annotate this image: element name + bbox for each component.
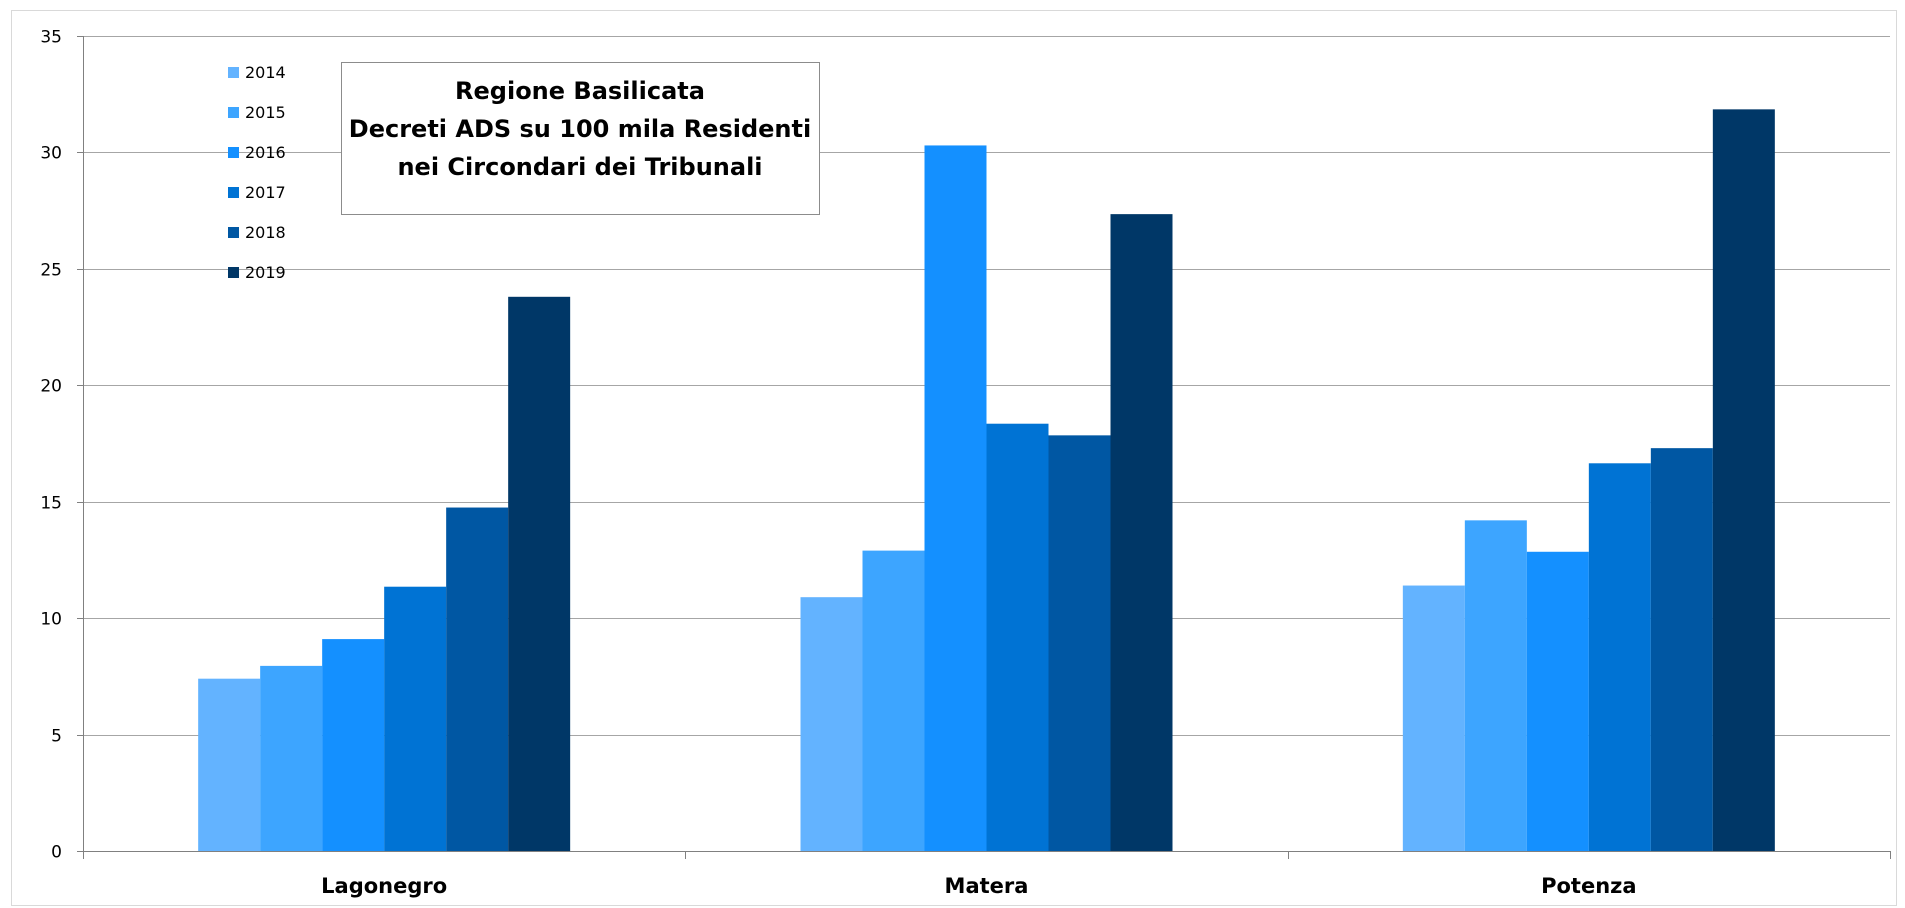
- legend-swatch: [228, 107, 239, 118]
- legend-swatch: [228, 147, 239, 158]
- y-tick-label: 0: [51, 843, 62, 863]
- legend-swatch: [228, 227, 239, 238]
- bar-2014-lagonegro: [198, 678, 261, 851]
- legend-label: 2014: [245, 63, 286, 82]
- bar-2015-matera: [862, 550, 925, 851]
- bar-2016-matera: [924, 145, 987, 851]
- title-box: [341, 62, 820, 215]
- legend-label: 2018: [245, 223, 286, 242]
- legend-label: 2017: [245, 183, 286, 202]
- bar-2019-matera: [1110, 214, 1173, 851]
- legend-swatch: [228, 67, 239, 78]
- legend-label: 2016: [245, 143, 286, 162]
- y-tick-label: 10: [40, 610, 62, 630]
- legend-label: 2019: [245, 263, 286, 282]
- legend-swatch: [228, 267, 239, 278]
- bar-2019-potenza: [1712, 109, 1775, 852]
- legend-swatch: [228, 187, 239, 198]
- chart-title-line: Decreti ADS su 100 mila Residenti: [349, 115, 811, 143]
- y-tick-label: 5: [51, 727, 62, 747]
- bar-2019-lagonegro: [508, 296, 571, 851]
- y-tick-label: 20: [40, 377, 62, 397]
- bar-2017-potenza: [1588, 463, 1651, 851]
- legend-label: 2015: [245, 103, 286, 122]
- y-tick-label: 35: [40, 28, 62, 48]
- bar-2015-lagonegro: [260, 665, 323, 851]
- chart-title-line: Regione Basilicata: [455, 77, 705, 105]
- bar-2018-potenza: [1650, 448, 1713, 851]
- x-category-label: Matera: [945, 874, 1029, 898]
- y-tick-label: 25: [40, 261, 62, 281]
- bar-2014-potenza: [1402, 585, 1465, 851]
- bar-2017-matera: [986, 423, 1049, 851]
- bar-2016-lagonegro: [322, 639, 385, 851]
- bar-2014-matera: [800, 597, 863, 851]
- chart-frame: [11, 10, 1897, 906]
- bar-2018-matera: [1048, 435, 1111, 851]
- bar-2018-lagonegro: [446, 507, 509, 851]
- y-tick-label: 30: [40, 144, 62, 164]
- bar-2016-potenza: [1526, 551, 1589, 851]
- x-category-label: Lagonegro: [321, 874, 447, 898]
- bar-2015-potenza: [1464, 520, 1527, 851]
- chart-title-line: nei Circondari dei Tribunali: [397, 153, 762, 181]
- y-tick-label: 15: [40, 494, 62, 514]
- x-category-label: Potenza: [1541, 874, 1636, 898]
- bar-2017-lagonegro: [384, 586, 447, 851]
